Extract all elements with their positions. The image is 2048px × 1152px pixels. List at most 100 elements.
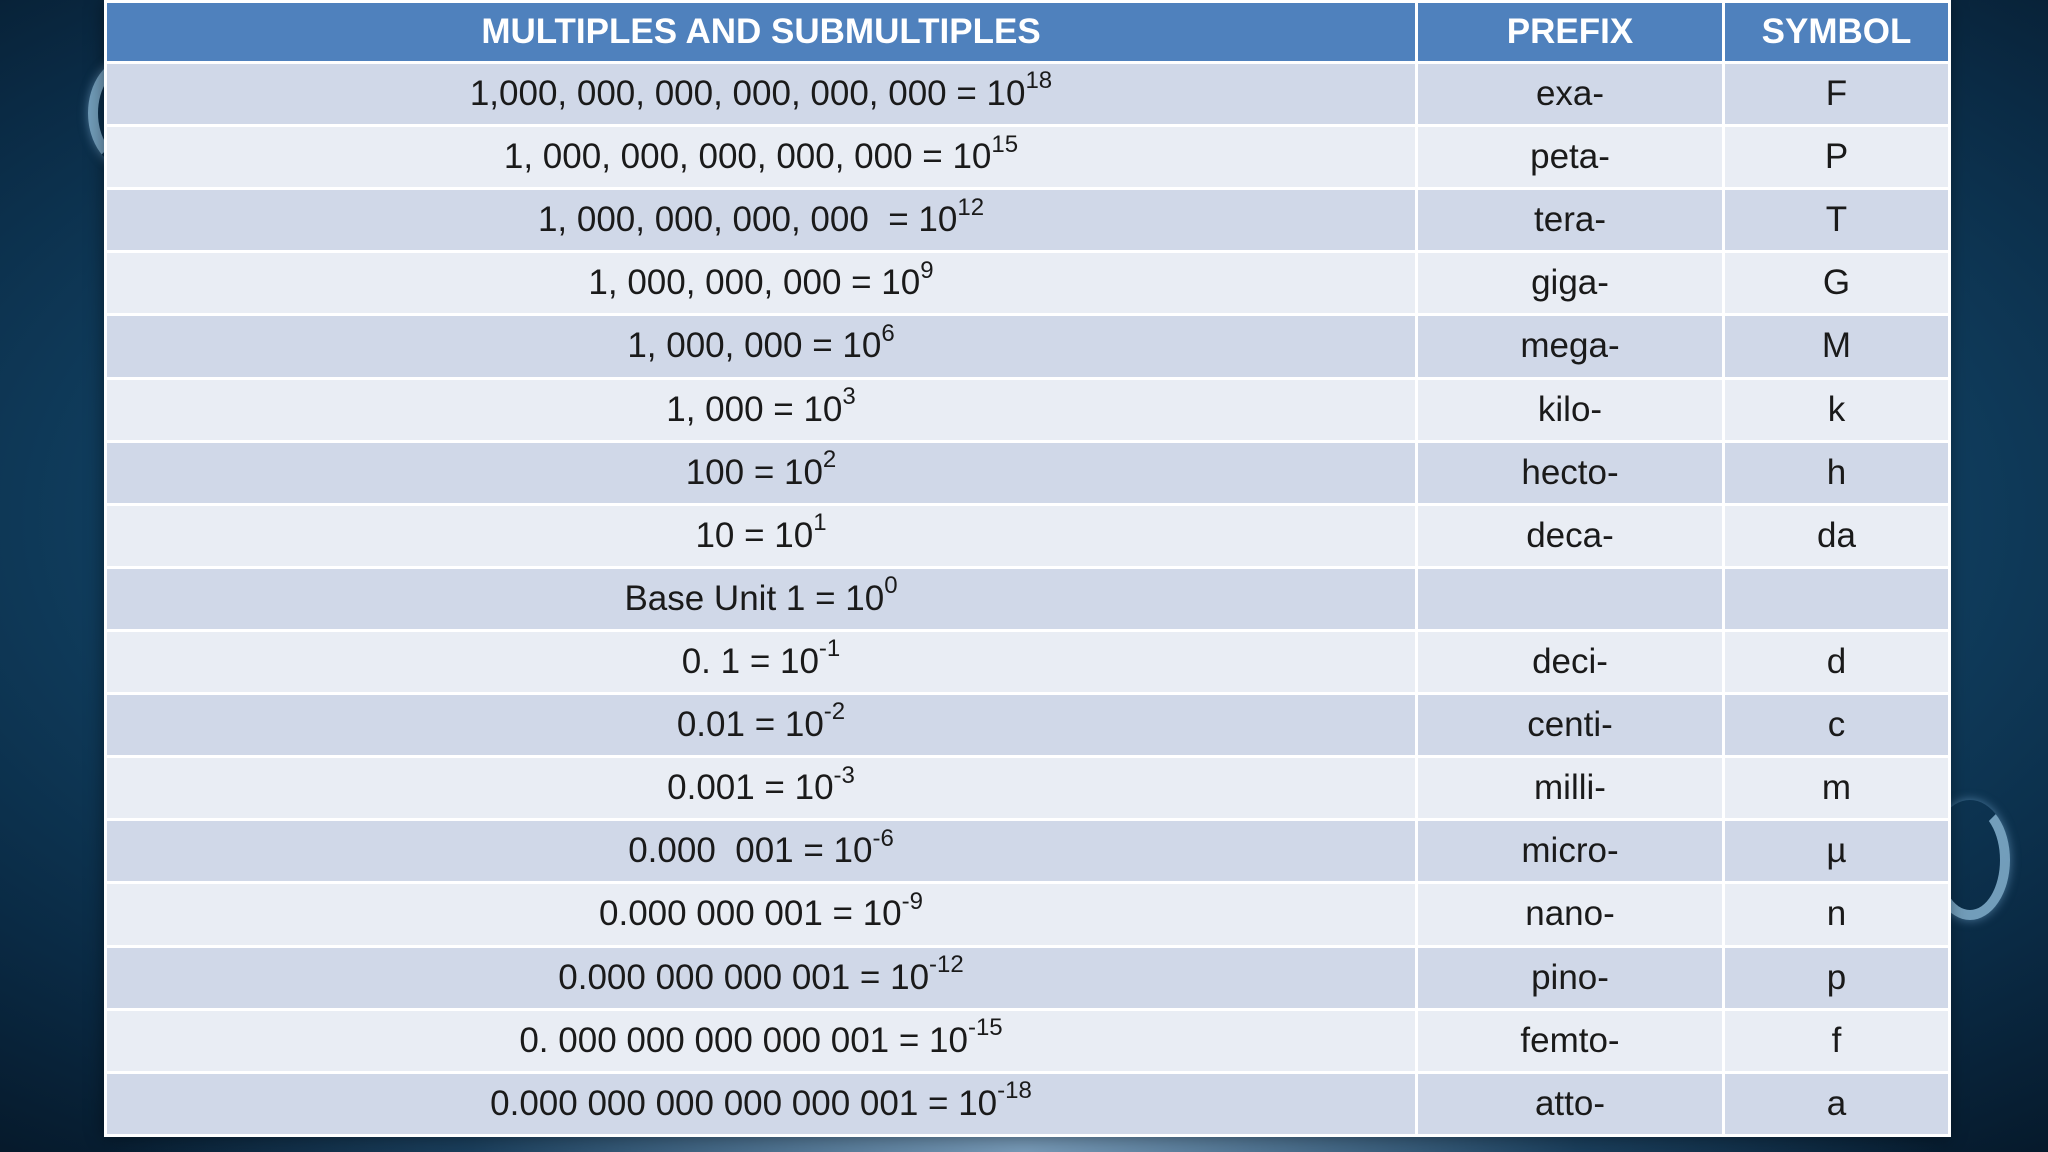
symbol-cell: M — [1722, 313, 1951, 380]
prefix-cell — [1415, 565, 1725, 632]
si-prefix-table: MULTIPLES AND SUBMULTIPLES PREFIX SYMBOL… — [104, 0, 1951, 1138]
multiple-value-cell: 0.000 000 000 001 = 10-12 — [104, 944, 1418, 1011]
power-exponent: 15 — [991, 130, 1019, 158]
si-prefix-table-container: MULTIPLES AND SUBMULTIPLES PREFIX SYMBOL… — [104, 0, 1951, 1138]
multiple-value-text: 0.01 = 10 — [676, 705, 824, 745]
prefix-cell: deca- — [1415, 502, 1725, 569]
multiple-value-text: 10 = 10 — [695, 515, 814, 555]
multiple-value-text: 1, 000 = 10 — [666, 389, 843, 429]
symbol-cell: µ — [1722, 818, 1951, 885]
multiple-value-cell: 1,000, 000, 000, 000, 000, 000 = 1018 — [104, 60, 1418, 128]
table-row: 1, 000, 000, 000, 000 = 1012 tera- T — [104, 187, 1951, 254]
power-exponent: -18 — [997, 1077, 1032, 1105]
multiple-value-cell: 0.000 000 001 = 10-9 — [104, 881, 1418, 948]
table-header-row: MULTIPLES AND SUBMULTIPLES PREFIX SYMBOL — [104, 0, 1951, 64]
symbol-cell: p — [1722, 944, 1951, 1011]
table-body: 1,000, 000, 000, 000, 000, 000 = 1018 exa… — [104, 60, 1951, 1138]
symbol-cell: k — [1722, 376, 1951, 443]
prefix-cell: deci- — [1415, 628, 1725, 696]
power-exponent: 0 — [884, 572, 898, 600]
power-exponent: 1 — [813, 509, 827, 537]
multiple-value-cell: 1, 000, 000, 000, 000, 000 = 1015 — [104, 124, 1418, 191]
symbol-cell: c — [1722, 692, 1951, 759]
multiple-value-text: Base Unit 1 = 10 — [624, 578, 885, 618]
prefix-cell: micro- — [1415, 818, 1725, 885]
multiple-value-cell: 1, 000, 000, 000 = 109 — [104, 250, 1418, 317]
power-exponent: 9 — [920, 256, 934, 284]
symbol-cell: G — [1722, 250, 1951, 317]
multiple-value-text: 1, 000, 000, 000 = 10 — [588, 263, 921, 303]
multiple-value-text: 0.000 000 000 001 = 10 — [558, 957, 930, 997]
multiple-value-cell: 0.01 = 10-2 — [104, 692, 1418, 759]
prefix-cell: atto- — [1415, 1070, 1725, 1138]
power-exponent: -6 — [872, 824, 894, 852]
multiple-value-cell: 1, 000 = 103 — [104, 376, 1418, 443]
multiple-value-cell: 1, 000, 000 = 106 — [104, 313, 1418, 380]
multiple-value-text: 1, 000, 000, 000, 000 = 10 — [537, 200, 958, 240]
table-row: 0. 000 000 000 000 001 = 10-15 femto-f — [104, 1007, 1951, 1074]
table-row: Base Unit 1 = 100 — [104, 565, 1951, 632]
symbol-cell: da — [1722, 502, 1951, 569]
table-row: 1, 000 = 103 kilo-k — [104, 376, 1951, 443]
table-row: 0.000 000 000 001 = 10-12 pino-p — [104, 944, 1951, 1011]
power-exponent: -15 — [967, 1014, 1003, 1042]
power-exponent: -12 — [929, 950, 964, 978]
power-exponent: -3 — [833, 761, 855, 789]
table-row: 0.01 = 10-2 centi-c — [104, 692, 1951, 759]
prefix-cell: femto- — [1415, 1007, 1725, 1074]
column-header-prefix: PREFIX — [1415, 0, 1725, 64]
multiple-value-cell: 0.000 001 = 10-6 — [104, 818, 1418, 885]
symbol-cell: a — [1722, 1070, 1951, 1138]
symbol-cell: m — [1722, 755, 1951, 822]
symbol-cell: P — [1722, 124, 1951, 191]
column-header-symbol: SYMBOL — [1722, 0, 1951, 64]
symbol-cell: d — [1722, 628, 1951, 696]
prefix-cell: exa- — [1415, 60, 1725, 128]
prefix-cell: peta- — [1415, 124, 1725, 191]
power-exponent: 18 — [1025, 67, 1053, 95]
multiple-value-cell: 0.001 = 10-3 — [104, 755, 1418, 822]
power-exponent: 12 — [957, 193, 985, 221]
multiple-value-cell: Base Unit 1 = 100 — [104, 565, 1418, 632]
multiple-value-cell: 0. 1 = 10-1 — [104, 628, 1418, 696]
prefix-cell: mega- — [1415, 313, 1725, 380]
power-exponent: 6 — [881, 319, 895, 347]
symbol-cell — [1722, 565, 1951, 632]
multiple-value-text: 0.001 = 10 — [667, 768, 834, 808]
multiple-value-cell: 0. 000 000 000 000 001 = 10-15 — [104, 1007, 1418, 1074]
multiple-value-text: 0. 1 = 10 — [681, 642, 819, 682]
prefix-cell: hecto- — [1415, 439, 1725, 506]
prefix-cell: milli- — [1415, 755, 1725, 822]
multiple-value-text: 0.000 001 = 10 — [628, 831, 873, 871]
table-row: 0.000 000 001 = 10-9 nano-n — [104, 881, 1951, 948]
multiple-value-cell: 0.000 000 000 000 000 001 = 10-18 — [104, 1070, 1418, 1138]
symbol-cell: F — [1722, 60, 1951, 128]
table-row: 1,000, 000, 000, 000, 000, 000 = 1018 exa… — [104, 60, 1951, 128]
power-exponent: 2 — [822, 446, 837, 474]
symbol-cell: f — [1722, 1007, 1951, 1074]
multiple-value-text: 1,000, 000, 000, 000, 000, 000 = 10 — [469, 74, 1026, 114]
table-row: 100 = 102 hecto-h — [104, 439, 1951, 506]
multiple-value-text: 0.000 000 001 = 10 — [599, 894, 902, 934]
prefix-cell: pino- — [1415, 944, 1725, 1011]
background-swirl-decoration — [1930, 800, 2010, 920]
power-exponent: -2 — [823, 698, 846, 726]
table-row: 1, 000, 000, 000, 000, 000 = 1015 peta- P — [104, 124, 1951, 191]
table-row: 1, 000, 000 = 106 mega- M — [104, 313, 1951, 380]
table-row: 0.000 000 000 000 000 001 = 10-18 atto-a — [104, 1070, 1951, 1138]
multiple-value-text: 100 = 10 — [685, 452, 823, 492]
prefix-cell: giga- — [1415, 250, 1725, 317]
multiple-value-text: 0.000 000 000 000 000 001 = 10 — [490, 1083, 998, 1123]
power-exponent: -1 — [818, 635, 841, 663]
table-row: 0. 1 = 10-1 deci-d — [104, 628, 1951, 696]
symbol-cell: n — [1722, 881, 1951, 948]
multiple-value-text: 1, 000, 000 = 10 — [627, 326, 882, 366]
prefix-cell: kilo- — [1415, 376, 1725, 443]
table-row: 0.001 = 10-3 milli-m — [104, 755, 1951, 822]
table-row: 1, 000, 000, 000 = 109 giga- G — [104, 250, 1951, 317]
multiple-value-cell: 1, 000, 000, 000, 000 = 1012 — [104, 187, 1418, 254]
symbol-cell: T — [1722, 187, 1951, 254]
power-exponent: 3 — [842, 382, 856, 410]
table-row: 10 = 101 deca-da — [104, 502, 1951, 569]
column-header-multiples: MULTIPLES AND SUBMULTIPLES — [104, 0, 1418, 64]
